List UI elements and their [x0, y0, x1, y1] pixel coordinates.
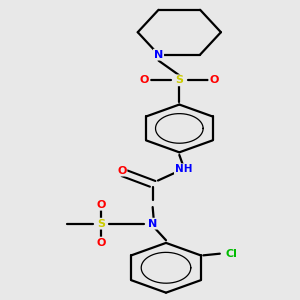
Text: Cl: Cl: [226, 249, 238, 259]
Text: S: S: [97, 219, 105, 229]
Text: O: O: [140, 75, 149, 85]
Text: O: O: [209, 75, 219, 85]
Text: N: N: [154, 50, 163, 60]
Text: O: O: [96, 200, 106, 210]
Text: O: O: [96, 238, 106, 248]
Text: NH: NH: [175, 164, 192, 174]
Text: O: O: [117, 166, 126, 176]
Text: N: N: [148, 219, 157, 229]
Text: S: S: [175, 75, 183, 85]
